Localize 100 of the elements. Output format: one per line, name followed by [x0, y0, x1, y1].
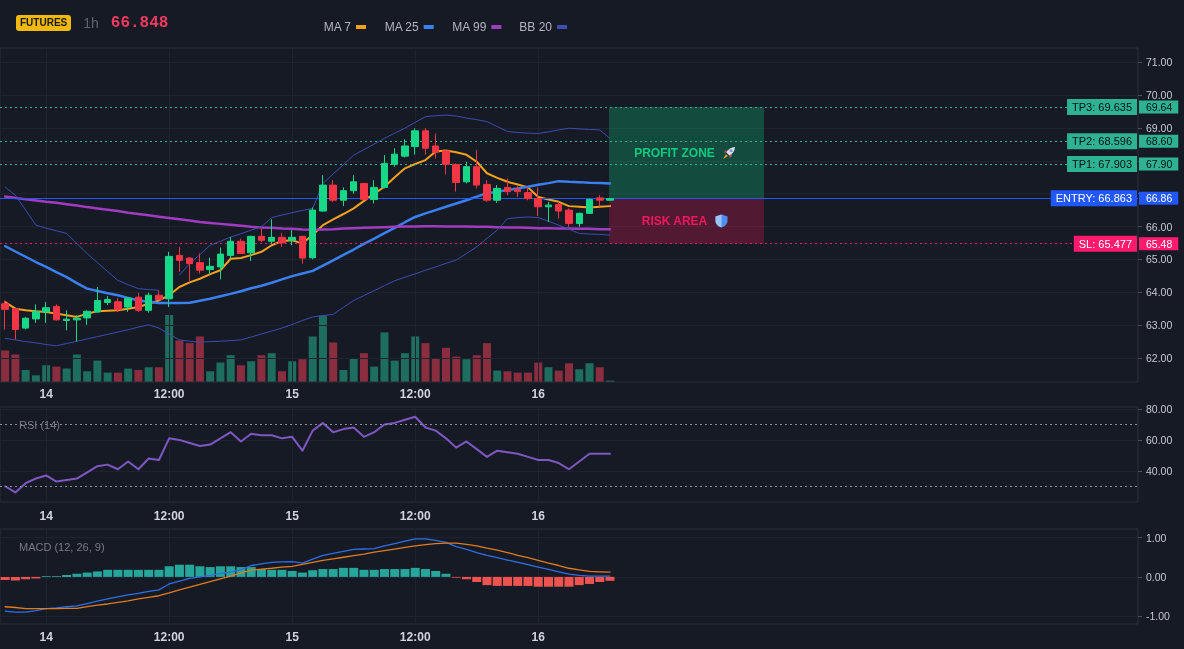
- bar: [452, 356, 461, 382]
- line-series: [4, 149, 612, 318]
- candlestick: [299, 235, 306, 265]
- ref-line-label: SL: 65.477: [1078, 237, 1132, 250]
- candlestick: [247, 235, 255, 262]
- bar: [441, 347, 450, 382]
- y-tick-label: 64.00: [1146, 286, 1173, 299]
- candlestick: [278, 232, 286, 248]
- bar: [462, 359, 471, 382]
- candlestick: [135, 292, 142, 313]
- bar: [124, 368, 133, 382]
- annotation: 69.64: [1146, 101, 1173, 114]
- x-tick-label: 12:00: [153, 509, 185, 523]
- bar: [185, 343, 194, 382]
- candlestick: [381, 154, 388, 189]
- candlestick: [73, 314, 81, 342]
- y-tick-label: 40.00: [1146, 464, 1173, 477]
- annotation: 68.60: [1146, 135, 1173, 148]
- candlestick: [155, 290, 163, 301]
- bar: [431, 358, 440, 382]
- candlestick: [206, 257, 214, 275]
- bar: [144, 367, 153, 382]
- candlestick: [493, 184, 501, 204]
- y-tick-label: 1.00: [1146, 531, 1167, 544]
- candlestick: [534, 186, 542, 217]
- candlestick: [63, 309, 70, 331]
- bar: [93, 360, 102, 382]
- band-label: PROFIT ZONE: [634, 145, 715, 160]
- candlestick: [22, 316, 29, 330]
- annotation: 66.86: [1146, 192, 1173, 205]
- line-series: [4, 216, 611, 347]
- legend-label: MA 7: [323, 20, 352, 34]
- candlestick: [576, 212, 583, 228]
- candlestick: [217, 247, 224, 280]
- text: 1h: [83, 15, 99, 31]
- bar: [236, 365, 245, 382]
- bar: [503, 371, 512, 382]
- x-tick-label: 12:00: [399, 630, 431, 644]
- candlestick: [268, 218, 275, 245]
- x-tick-label: 12:00: [399, 387, 431, 401]
- candlestick: [370, 179, 378, 204]
- text: MACD (12, 26, 9): [19, 540, 105, 553]
- candlestick: [401, 138, 409, 158]
- candlestick: [350, 174, 357, 195]
- candlestick: [329, 179, 337, 203]
- bar: [298, 359, 307, 382]
- candlestick: [432, 132, 439, 159]
- candlestick: [42, 301, 50, 324]
- legend-label: MA 99: [452, 20, 487, 34]
- candlestick: [483, 179, 491, 203]
- candlestick: [145, 292, 152, 314]
- candlestick: [237, 238, 245, 255]
- x-tick-label: 16: [531, 387, 546, 401]
- x-tick-label: 14: [39, 630, 54, 644]
- y-tick-label: 69.00: [1146, 121, 1173, 134]
- bar: [21, 369, 30, 382]
- bar: [482, 343, 491, 382]
- bar: [595, 367, 604, 382]
- candlestick: [94, 286, 101, 314]
- candlestick: [524, 186, 532, 201]
- x-tick-label: 12:00: [153, 387, 185, 401]
- candlestick: [258, 227, 265, 243]
- x-tick-label: 15: [285, 630, 300, 644]
- candlestick: [422, 127, 429, 156]
- candlestick: [196, 252, 204, 275]
- candlestick: [586, 198, 593, 215]
- candlestick: [452, 162, 460, 193]
- bar: [267, 353, 276, 382]
- bar: [72, 354, 81, 382]
- candlestick: [309, 206, 316, 260]
- y-tick-label: 0.00: [1146, 570, 1167, 583]
- bar: [247, 361, 256, 382]
- x-tick-label: 16: [531, 630, 546, 644]
- candlestick: [12, 307, 19, 341]
- ref-line-label: TP1: 67.903: [1072, 157, 1132, 170]
- bar: [175, 340, 184, 382]
- x-tick-label: 14: [39, 387, 54, 401]
- x-tick-label: 12:00: [399, 509, 431, 523]
- candlestick: [442, 149, 450, 175]
- annotation: 65.48: [1146, 237, 1173, 250]
- candlestick: [545, 201, 552, 223]
- candlestick: [165, 251, 173, 308]
- candlestick: [596, 194, 604, 208]
- candlestick: [227, 236, 234, 260]
- text: RSI (14): [19, 418, 60, 431]
- candlestick: [606, 197, 614, 202]
- bar: [277, 371, 286, 382]
- y-tick-label: 60.00: [1146, 433, 1173, 446]
- legend-label: MA 25: [384, 20, 419, 34]
- candlestick: [176, 246, 183, 273]
- bar: [359, 353, 368, 382]
- y-tick-label: 70.00: [1146, 89, 1173, 102]
- candlestick: [555, 201, 562, 220]
- candlestick: [114, 297, 122, 313]
- bar: [565, 363, 573, 382]
- x-tick-label: 15: [285, 509, 300, 523]
- bar: [605, 576, 615, 581]
- ref-line-label: TP2: 68.596: [1072, 135, 1132, 148]
- candlestick: [514, 185, 521, 198]
- candlestick: [319, 174, 327, 213]
